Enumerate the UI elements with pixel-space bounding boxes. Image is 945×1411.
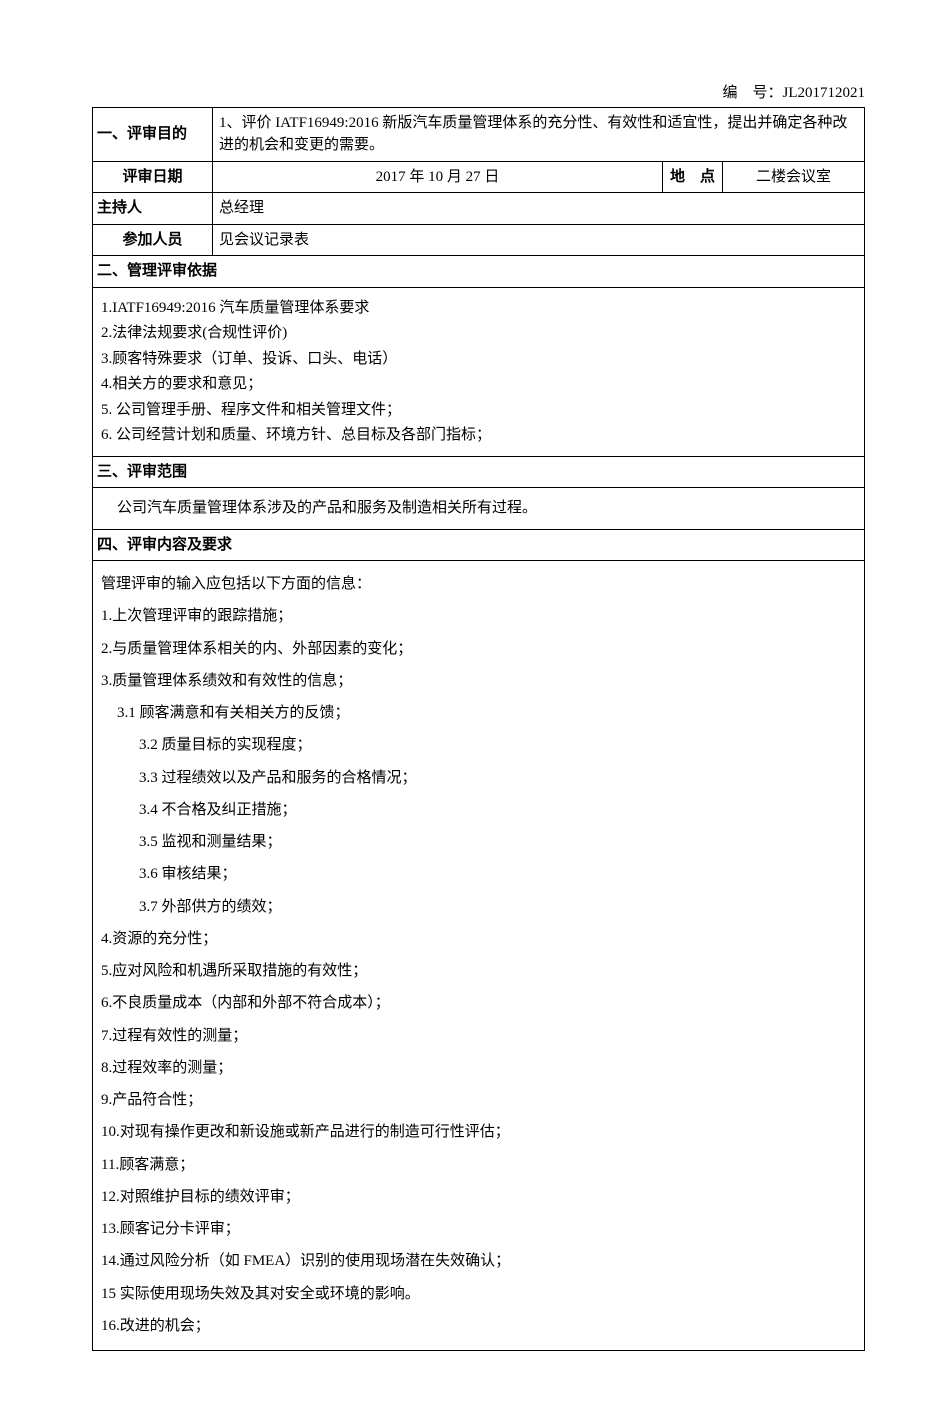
row-purpose: 一、评审目的 1、评价 IATF16949:2016 新版汽车质量管理体系的充分… [93,107,865,161]
row-attendees: 参加人员 见会议记录表 [93,224,865,256]
row-section3-title: 三、评审范围 [93,456,865,488]
section4-item: 3.5 监视和测量结果； [101,828,856,857]
document-page: 编 号：JL201712021 一、评审目的 1、评价 IATF16949:20… [0,0,945,1411]
row-section2-body: 1.IATF16949:2016 汽车质量管理体系要求2.法律法规要求(合规性评… [93,287,865,456]
section2-item: 6. 公司经营计划和质量、环境方针、总目标及各部门指标； [101,424,856,447]
cell-purpose-label: 一、评审目的 [93,107,213,161]
cell-host-label: 主持人 [93,193,213,225]
section4-item: 4.资源的充分性； [101,925,856,954]
doc-id-label: 编 号： [722,85,782,101]
cell-purpose-value: 1、评价 IATF16949:2016 新版汽车质量管理体系的充分性、有效性和适… [213,107,865,161]
section4-item: 9.产品符合性； [101,1086,856,1115]
cell-section4-body: 管理评审的输入应包括以下方面的信息： 1.上次管理评审的跟踪措施； 2.与质量管理体… [93,561,865,1351]
section4-item: 5.应对风险和机遇所采取措施的有效性； [101,957,856,986]
cell-section4-title: 四、评审内容及要求 [93,529,865,561]
row-section4-body: 管理评审的输入应包括以下方面的信息： 1.上次管理评审的跟踪措施； 2.与质量管理体… [93,561,865,1351]
section4-item: 12.对照维护目标的绩效评审； [101,1183,856,1212]
cell-attendees-label: 参加人员 [93,224,213,256]
section4-item: 10.对现有操作更改和新设施或新产品进行的制造可行性评估； [101,1118,856,1147]
section4-item: 3.6 审核结果； [101,860,856,889]
section4-item: 2.与质量管理体系相关的内、外部因素的变化； [101,635,856,664]
section4-item: 3.4 不合格及纠正措施； [101,796,856,825]
cell-attendees-value: 见会议记录表 [213,224,865,256]
row-section4-title: 四、评审内容及要求 [93,529,865,561]
row-host: 主持人 总经理 [93,193,865,225]
section4-item: 14.通过风险分析（如 FMEA）识别的使用现场潜在失效确认； [101,1247,856,1276]
main-table: 一、评审目的 1、评价 IATF16949:2016 新版汽车质量管理体系的充分… [92,107,865,1352]
doc-id-value: JL201712021 [783,85,866,101]
section4-item: 13.顾客记分卡评审； [101,1215,856,1244]
section4-item: 3.质量管理体系绩效和有效性的信息； [101,667,856,696]
section4-item: 6.不良质量成本（内部和外部不符合成本）； [101,989,856,1018]
row-section2-title: 二、管理评审依据 [93,256,865,288]
section4-item: 15 实际使用现场失效及其对安全或环境的影响。 [101,1280,856,1309]
cell-section3-title: 三、评审范围 [93,456,865,488]
section2-item: 1.IATF16949:2016 汽车质量管理体系要求 [101,297,856,320]
section2-item: 5. 公司管理手册、程序文件和相关管理文件； [101,399,856,422]
cell-section2-title: 二、管理评审依据 [93,256,865,288]
doc-id-line: 编 号：JL201712021 [92,82,865,105]
section4-item: 3.7 外部供方的绩效； [101,893,856,922]
cell-section3-body: 公司汽车质量管理体系涉及的产品和服务及制造相关所有过程。 [93,488,865,530]
section3-text: 公司汽车质量管理体系涉及的产品和服务及制造相关所有过程。 [101,497,856,520]
section2-item: 2.法律法规要求(合规性评价) [101,322,856,345]
section4-item: 11.顾客满意； [101,1151,856,1180]
section2-item: 3.顾客特殊要求（订单、投诉、口头、电话） [101,348,856,371]
cell-host-value: 总经理 [213,193,865,225]
row-section3-body: 公司汽车质量管理体系涉及的产品和服务及制造相关所有过程。 [93,488,865,530]
section4-item: 1.上次管理评审的跟踪措施； [101,602,856,631]
section4-item: 3.3 过程绩效以及产品和服务的合格情况； [101,764,856,793]
cell-date-value: 2017 年 10 月 27 日 [213,161,663,193]
cell-location-value: 二楼会议室 [723,161,865,193]
cell-date-label: 评审日期 [93,161,213,193]
section4-item: 7.过程有效性的测量； [101,1022,856,1051]
section4-item: 8.过程效率的测量； [101,1054,856,1083]
cell-section2-body: 1.IATF16949:2016 汽车质量管理体系要求2.法律法规要求(合规性评… [93,287,865,456]
section4-item: 3.2 质量目标的实现程度； [101,731,856,760]
section4-intro: 管理评审的输入应包括以下方面的信息： [101,570,856,599]
row-date: 评审日期 2017 年 10 月 27 日 地 点 二楼会议室 [93,161,865,193]
section4-item: 3.1 顾客满意和有关相关方的反馈； [101,699,856,728]
section2-item: 4.相关方的要求和意见； [101,373,856,396]
cell-location-label: 地 点 [663,161,723,193]
